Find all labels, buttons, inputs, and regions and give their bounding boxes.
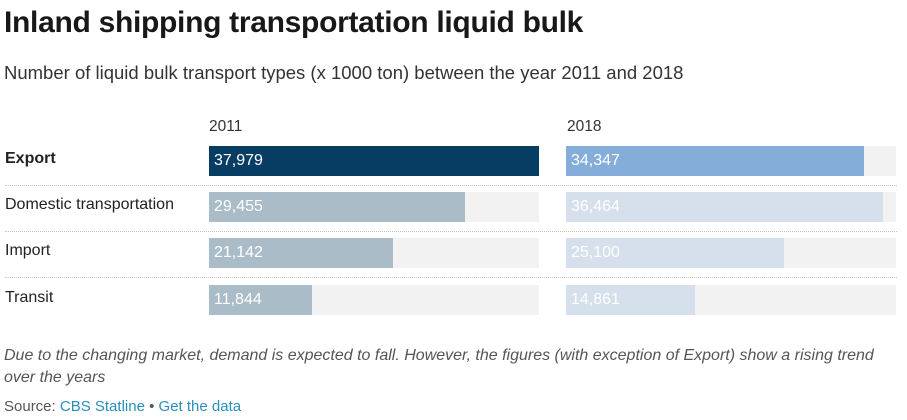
column-header-2011: 2011: [209, 118, 243, 135]
bar-track-2018-export: 34,347: [566, 146, 896, 176]
bar-2018-domestic-transportation[interactable]: [566, 192, 883, 222]
bar-2018-export[interactable]: [566, 146, 864, 176]
chart-note: Due to the changing market, demand is ex…: [4, 347, 874, 386]
data-label-2018-export: 34,347: [571, 152, 620, 169]
chart-subtitle: Number of liquid bulk transport types (x…: [4, 62, 684, 83]
data-label-2018-domestic-transportation: 36,464: [571, 198, 620, 215]
row-label-domestic-transportation: Domestic transportation: [5, 196, 174, 213]
row-separator: [5, 231, 897, 232]
data-label-2018-import: 25,100: [571, 244, 620, 261]
chart-title: Inland shipping transportation liquid bu…: [4, 6, 584, 39]
bar-2011-import[interactable]: [209, 238, 393, 268]
bar-track-2018-import: 25,100: [566, 238, 896, 268]
data-label-2018-transit: 14,861: [571, 291, 620, 308]
source-prefix: Source:: [4, 398, 56, 415]
bar-track-2018-domestic-transportation: 36,464: [566, 192, 896, 222]
bar-2011-export[interactable]: [209, 146, 539, 176]
get-the-data-link[interactable]: Get the data: [158, 398, 242, 415]
row-label-import: Import: [5, 242, 51, 259]
data-label-2011-import: 21,142: [214, 244, 263, 261]
row-separator: [5, 185, 897, 186]
bar-2011-transit[interactable]: [209, 285, 312, 315]
source-line: Source: CBS Statline • Get the data: [4, 398, 241, 415]
bar-2018-transit[interactable]: [566, 285, 695, 315]
bar-track-2018-transit: 14,861: [566, 285, 896, 315]
bar-track-2011-export: 37,979: [209, 146, 539, 176]
row-separator: [5, 277, 897, 278]
data-label-2011-transit: 11,844: [214, 291, 262, 308]
data-label-2011-export: 37,979: [214, 152, 263, 169]
row-label-export: Export: [5, 150, 56, 167]
row-label-transit: Transit: [5, 289, 54, 306]
bar-track-2011-transit: 11,844: [209, 285, 539, 315]
bar-track-2011-domestic-transportation: 29,455: [209, 192, 539, 222]
column-header-2018: 2018: [567, 118, 602, 135]
bar-2011-domestic-transportation[interactable]: [209, 192, 465, 222]
bar-2018-import[interactable]: [566, 238, 784, 268]
source-separator: •: [149, 398, 155, 415]
data-label-2011-domestic-transportation: 29,455: [214, 198, 263, 215]
bar-track-2011-import: 21,142: [209, 238, 539, 268]
source-link[interactable]: CBS Statline: [59, 398, 145, 415]
